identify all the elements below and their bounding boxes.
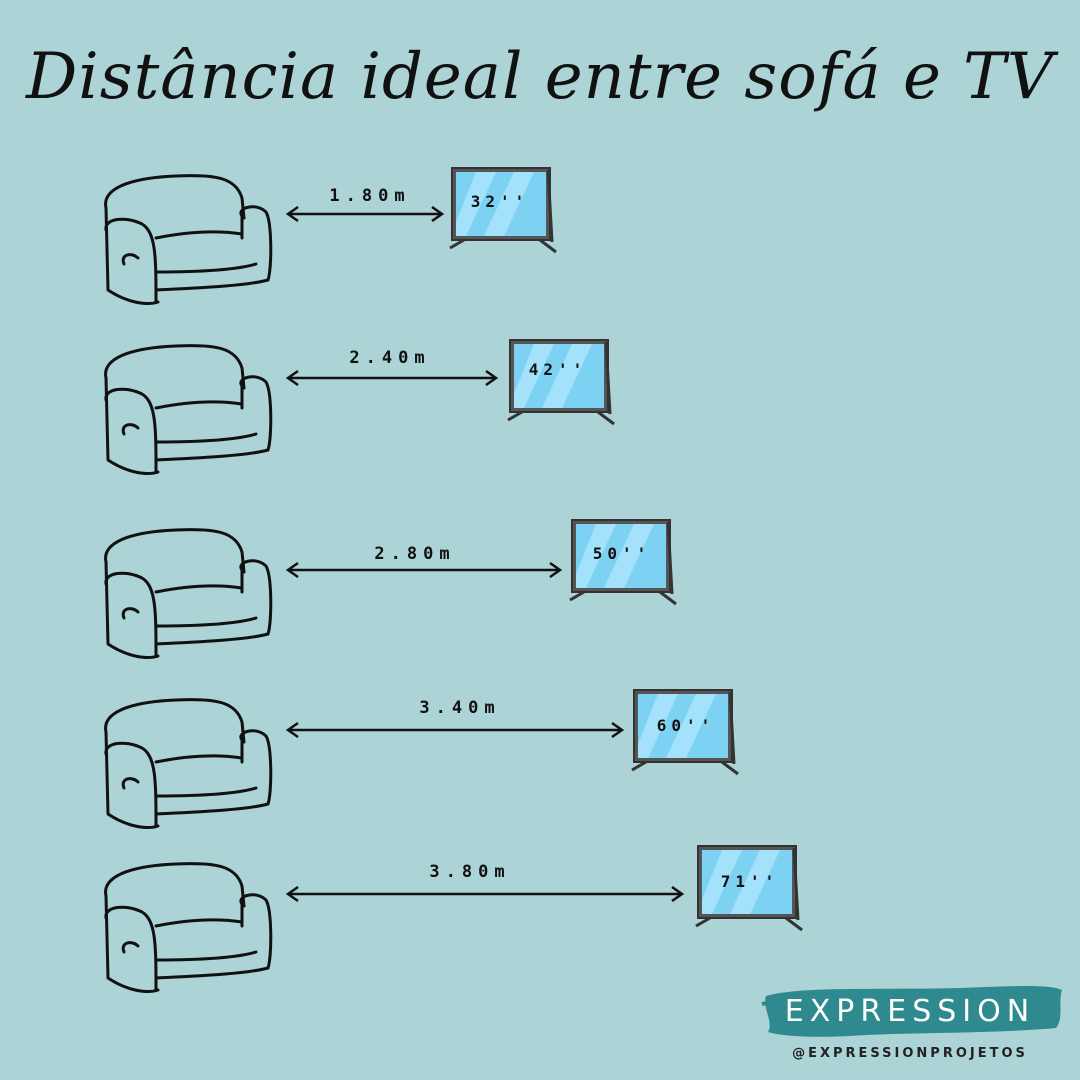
distance-row-5: 3.80m 71'' xyxy=(0,845,1080,1016)
distance-label-3: 2.80m xyxy=(374,544,456,564)
tv-icon xyxy=(569,519,677,606)
brush-stroke-shape xyxy=(761,986,1062,1037)
tv-size-label-2: 42'' xyxy=(528,360,588,379)
distance-label-1: 1.80m xyxy=(329,186,411,206)
brand-name: EXPRESSION xyxy=(784,994,1036,1029)
sofa-icon xyxy=(104,344,273,475)
tv-size-label-1: 32'' xyxy=(470,192,530,211)
sofa-icon xyxy=(104,862,273,993)
double-arrow-icon xyxy=(285,721,625,739)
distance-row-2: 2.40m 42'' xyxy=(0,338,1080,498)
page-title: Distância ideal entre sofá e TV xyxy=(25,40,1055,114)
tv-icon xyxy=(449,167,557,254)
distance-label-2: 2.40m xyxy=(349,348,431,368)
double-arrow-icon xyxy=(285,369,499,387)
sofa-icon xyxy=(104,698,273,829)
distance-row-3: 2.80m 50'' xyxy=(0,519,1080,682)
distance-label-4: 3.40m xyxy=(419,698,501,718)
brand-handle: @EXPRESSIONPROJETOS xyxy=(792,1046,1028,1061)
sofa-icon xyxy=(104,528,273,659)
tv-icon xyxy=(631,689,739,776)
tv-icon xyxy=(695,845,803,932)
distance-row-4: 3.40m 60'' xyxy=(0,689,1080,852)
double-arrow-icon xyxy=(285,885,685,903)
double-arrow-icon xyxy=(285,561,563,579)
sofa-icon xyxy=(104,174,273,305)
tv-icon xyxy=(507,339,615,426)
tv-size-label-5: 71'' xyxy=(720,872,780,891)
tv-size-label-3: 50'' xyxy=(592,544,652,563)
distance-row-1: 1.80m 32'' xyxy=(0,167,1080,328)
double-arrow-icon xyxy=(285,205,445,223)
distance-label-5: 3.80m xyxy=(429,862,511,882)
tv-size-label-4: 60'' xyxy=(656,716,716,735)
